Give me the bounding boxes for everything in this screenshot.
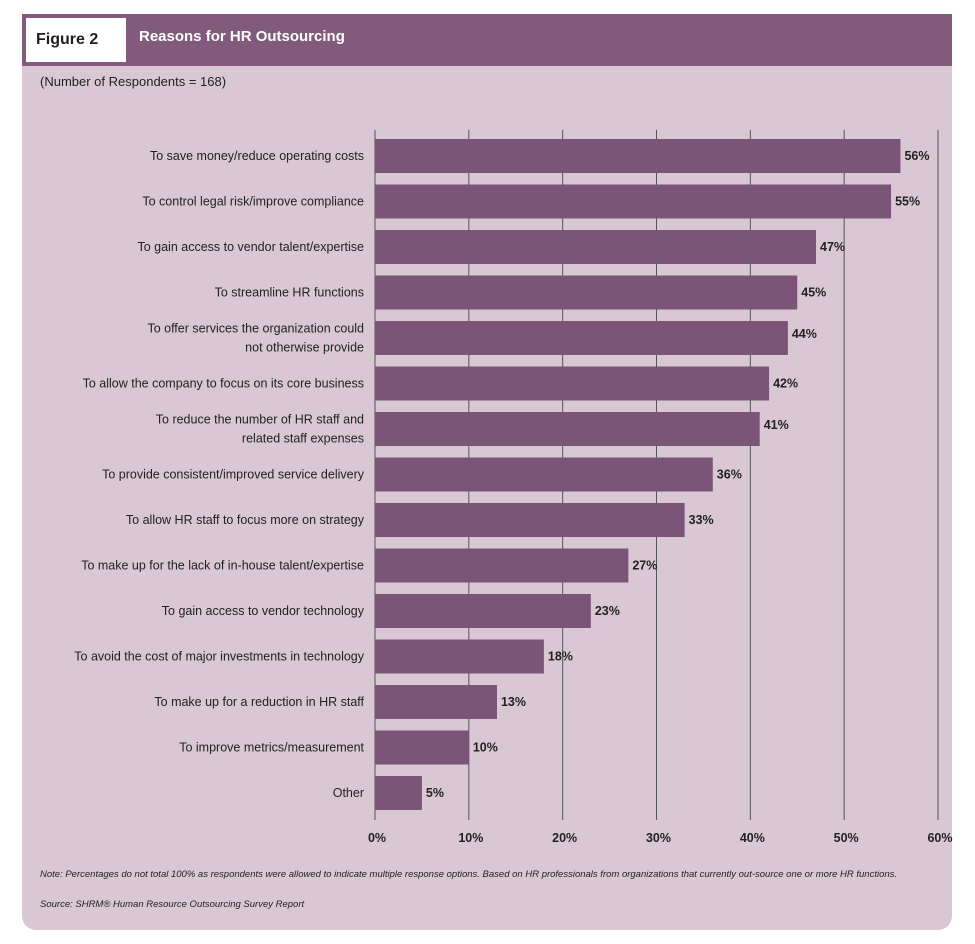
bar [375,366,770,401]
category-label: To provide consistent/improved service d… [102,468,365,482]
data-label: 13% [501,695,526,709]
data-label: 33% [689,513,714,527]
bar [375,412,760,446]
data-label: 23% [595,604,620,618]
x-tick-label: 10% [458,831,483,845]
category-label: To reduce the number of HR staff and [156,413,364,427]
x-tick-label: 0% [368,831,386,845]
figure-title: Reasons for HR Outsourcing [139,28,345,45]
category-label: To make up for the lack of in-house tale… [81,559,364,573]
data-label: 47% [820,240,845,254]
bar [375,275,798,310]
category-label: To streamline HR functions [215,286,364,300]
x-tick-label: 50% [834,831,859,845]
bar [375,639,544,674]
data-label: 42% [773,377,798,391]
category-label: Other [333,786,364,800]
category-label: To gain access to vendor talent/expertis… [137,240,364,254]
figure-header [22,14,952,66]
respondents-count: (Number of Respondents = 168) [40,74,227,89]
category-label: To allow HR staff to focus more on strat… [126,513,365,527]
bar [375,139,901,173]
bar [375,776,422,810]
source-note: Source: SHRM® Human Resource Outsourcing… [40,899,305,910]
category-label: not otherwise provide [245,341,364,355]
data-label: 45% [801,286,826,300]
data-label: 56% [904,149,929,163]
bar [375,685,497,719]
x-tick-label: 40% [740,831,765,845]
data-label: 55% [895,195,920,209]
bar [375,503,685,537]
bar [375,184,892,219]
category-label: related staff expenses [242,432,364,446]
bar [375,230,817,264]
data-label: 10% [473,741,498,755]
category-label: To save money/reduce operating costs [150,149,364,163]
category-label: To gain access to vendor technology [162,604,365,618]
category-label: To make up for a reduction in HR staff [154,695,364,709]
bar [375,321,788,355]
data-label: 5% [426,786,444,800]
bar [375,548,629,583]
data-label: 18% [548,650,573,664]
bar [375,730,469,765]
category-label: To offer services the organization could [147,322,364,336]
x-tick-label: 30% [646,831,671,845]
category-label: To allow the company to focus on its cor… [83,377,364,391]
x-tick-label: 60% [927,831,952,845]
footnote: Note: Percentages do not total 100% as r… [40,869,898,880]
bar [375,457,713,492]
bar [375,594,591,628]
data-label: 27% [632,559,657,573]
data-label: 41% [764,418,789,432]
data-label: 44% [792,327,817,341]
data-label: 36% [717,468,742,482]
category-label: To improve metrics/measurement [179,741,364,755]
figure-label: Figure 2 [26,18,126,62]
category-label: To control legal risk/improve compliance [142,195,364,209]
category-label: To avoid the cost of major investments i… [74,650,364,664]
x-tick-label: 20% [552,831,577,845]
